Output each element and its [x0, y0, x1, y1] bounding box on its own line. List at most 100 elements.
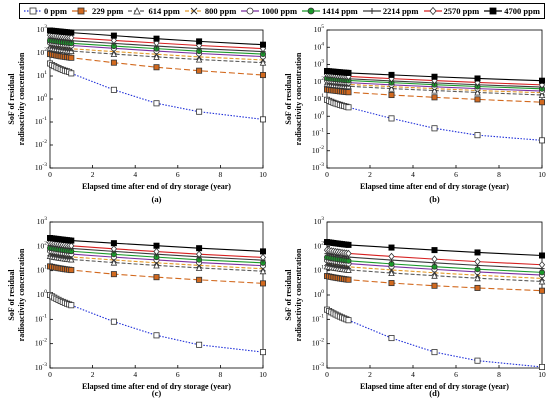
data-point	[259, 349, 266, 356]
legend-label: 229 ppm	[91, 6, 124, 16]
x-tick-label: 8	[497, 170, 501, 179]
legend-label: 614 ppm	[148, 6, 180, 16]
data-point	[388, 252, 395, 261]
data-point	[153, 100, 160, 107]
y-tick-label: 101	[314, 93, 325, 102]
data-point	[474, 257, 481, 266]
y-tick-label: 10-2	[35, 139, 47, 148]
y-tick-label: 100	[37, 289, 48, 298]
y-tick-label: 10-1	[35, 116, 47, 125]
data-point	[110, 59, 117, 66]
chart-panel: 10-3 10-2 10-1 100 101 102 103 0 2 4 6 8 10 Elapsed t…	[7, 24, 267, 204]
x-tick-label: 2	[91, 370, 95, 379]
x-tick-label: 2	[368, 170, 372, 179]
x-tick-label: 6	[454, 170, 458, 179]
data-point	[259, 116, 266, 123]
legend-entry: 4700 ppm	[484, 6, 540, 16]
data-point	[474, 132, 481, 139]
y-tick-label: 102	[314, 76, 325, 85]
data-point	[110, 245, 118, 253]
series-line	[326, 99, 543, 141]
legend-label: 1000 ppm	[261, 6, 298, 16]
y-tick-label: 102	[37, 241, 48, 250]
data-point	[388, 269, 395, 277]
data-point	[474, 274, 481, 282]
legend-entry: 1414 ppm	[302, 6, 358, 16]
y-tick-label: 104	[314, 42, 325, 51]
plot-frame	[326, 221, 543, 369]
x-tick-label: 4	[411, 170, 415, 179]
legend-marker	[307, 7, 315, 15]
legend-swatch	[71, 7, 90, 15]
data-point	[431, 73, 438, 80]
y-tick-label: 100	[37, 93, 48, 102]
x-tick-label: 8	[497, 370, 501, 379]
panel-label: (c)	[152, 388, 162, 398]
legend-marker	[133, 7, 142, 15]
legend-entry: 1000 ppm	[241, 6, 297, 16]
data-point	[196, 38, 203, 45]
data-point	[110, 318, 117, 325]
data-point	[345, 104, 352, 111]
y-tick-label: 103	[314, 59, 325, 68]
chart-panel: 10-3 10-2 10-1 100 101 102 103 0 2 4 6 8 10 Elapsed t…	[284, 216, 546, 398]
data-point	[388, 280, 395, 287]
y-tick-label: 10-3	[35, 362, 47, 371]
x-axis-label: Elapsed time after end of dry storage (y…	[360, 182, 509, 191]
y-tick-label: 101	[314, 265, 325, 274]
y-tick-label: 10-1	[312, 128, 324, 137]
y-tick-label: 10-2	[312, 145, 324, 154]
x-tick-label: 4	[411, 370, 415, 379]
x-tick-label: 10	[259, 370, 267, 379]
data-point	[539, 252, 546, 259]
data-point	[431, 349, 438, 356]
x-tick-label: 0	[48, 170, 52, 179]
x-tick-label: 6	[176, 170, 180, 179]
data-point	[474, 357, 481, 364]
y-tick-label: 101	[37, 265, 48, 274]
data-point	[474, 284, 481, 291]
data-point	[431, 125, 438, 132]
data-point	[431, 282, 438, 289]
data-point	[110, 240, 117, 247]
data-point	[68, 29, 75, 36]
data-point	[196, 276, 203, 283]
series-line	[49, 63, 264, 120]
data-point	[153, 274, 160, 281]
legend-swatch	[302, 7, 321, 15]
data-point	[538, 91, 546, 99]
x-tick-label: 2	[368, 370, 372, 379]
x-tick-label: 6	[176, 370, 180, 379]
data-point	[153, 332, 160, 339]
y-tick-label: 100	[314, 111, 325, 120]
data-point	[196, 245, 203, 252]
data-point	[431, 94, 438, 101]
legend: 0 ppm 229 ppm 614 ppm 800 ppm 1000 ppm 1414 p…	[19, 3, 545, 19]
legend-swatch	[184, 7, 203, 15]
x-tick-label: 10	[538, 370, 546, 379]
data-point	[153, 242, 160, 249]
data-point	[259, 253, 267, 262]
data-point	[259, 267, 267, 275]
data-point	[153, 35, 160, 42]
legend-marker	[29, 7, 37, 15]
x-tick-label: 0	[325, 170, 329, 179]
y-tick-label: 10-3	[35, 162, 47, 171]
data-point	[68, 302, 75, 309]
x-tick-label: 4	[133, 370, 137, 379]
data-point	[539, 77, 546, 84]
y-tick-label: 10-2	[312, 338, 324, 347]
data-point	[259, 41, 266, 48]
legend-entry: 2570 ppm	[423, 6, 479, 16]
data-point	[259, 248, 266, 255]
chart-panel: 10-3 10-2 10-1 100 101 102 103 0 2 4 6 8 10 Elapsed t…	[7, 216, 267, 398]
x-tick-label: 2	[91, 170, 95, 179]
data-point	[345, 276, 352, 283]
y-tick-label: 103	[37, 24, 48, 33]
y-axis-label: SoF of residualradioactivity concentrati…	[7, 52, 26, 145]
series-line	[326, 309, 543, 368]
data-point	[539, 287, 546, 294]
chart-panel: 10-3 10-2 10-1 100 101 102 103 104 105 0 2 4 6 8 10 Ela…	[284, 24, 546, 204]
data-point	[68, 70, 75, 77]
y-tick-label: 10-3	[312, 362, 324, 371]
